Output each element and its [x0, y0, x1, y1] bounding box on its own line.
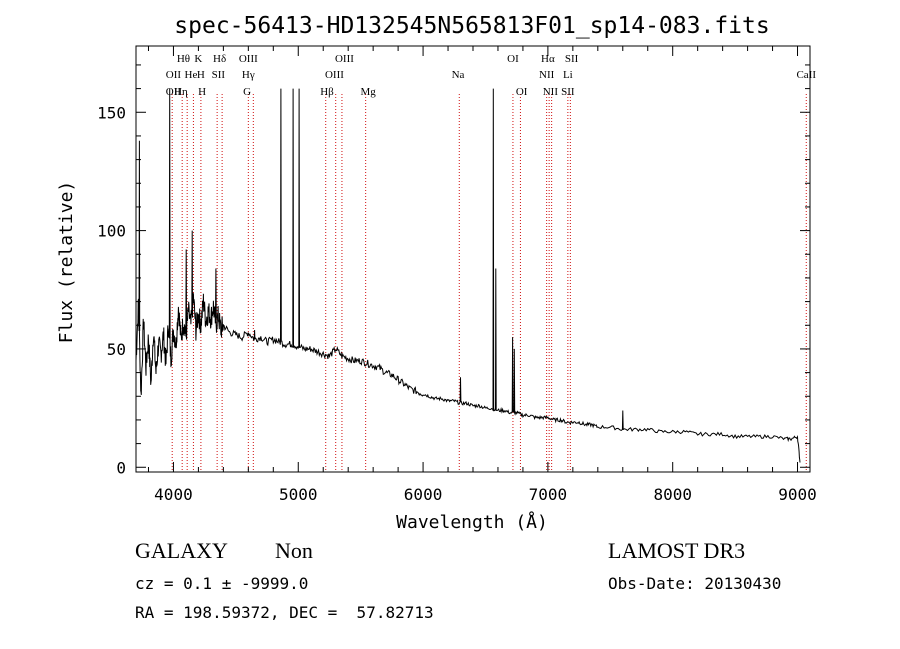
y-tick-label-150: 150 [97, 103, 126, 122]
line-label-17: Na [452, 69, 465, 81]
chart-title: spec-56413-HD132545N565813F01_sp14-083.f… [174, 13, 769, 39]
plot-frame [135, 45, 811, 473]
line-label-20: Hα [541, 53, 555, 65]
line-label-8: Hδ [213, 53, 226, 65]
line-label-14: OIII [325, 69, 344, 81]
line-label-18: OI [507, 53, 519, 65]
x-axis-label: Wavelength (Å) [396, 511, 548, 533]
line-label-22: NII [543, 86, 559, 98]
x-tick-label-9000: 9000 [778, 485, 817, 504]
line-label-25: SII [561, 86, 575, 98]
line-label-12: G [243, 86, 251, 98]
line-label-0: OII [166, 69, 182, 81]
line-label-11: Hγ [242, 69, 255, 81]
line-label-2: Hθ [177, 53, 190, 65]
x-axis-ticks: 4000 5000 6000 7000 8000 9000 [147, 46, 817, 504]
object-subclass: Non [275, 538, 313, 563]
redshift-cz: cz = 0.1 ± -9999.0 [135, 574, 309, 593]
x-tick-label-8000: 8000 [653, 485, 692, 504]
sky-coordinates: RA = 198.59372, DEC = 57.82713 [135, 603, 434, 622]
spectrum-series [135, 88, 801, 463]
x-tick-label-5000: 5000 [279, 485, 318, 504]
line-label-5: K [194, 53, 202, 65]
observation-date: Obs-Date: 20130430 [608, 574, 782, 593]
line-label-6: H [197, 69, 205, 81]
line-label-15: OIII [335, 53, 354, 65]
line-label-13: Hβ [320, 86, 334, 98]
x-tick-label-7000: 7000 [529, 485, 568, 504]
line-label-4: He [185, 69, 198, 81]
line-label-3: Hη [174, 86, 188, 98]
y-tick-label-50: 50 [107, 340, 126, 359]
line-label-19: OI [516, 86, 528, 98]
line-label-7: H [198, 86, 206, 98]
line-label-9: SII [212, 69, 226, 81]
line-label-26: CaII [796, 69, 816, 81]
survey-name: LAMOST DR3 [608, 538, 746, 563]
plot-border [135, 45, 811, 473]
x-tick-label-4000: 4000 [154, 485, 193, 504]
line-label-21: NII [539, 69, 555, 81]
x-tick-label-6000: 6000 [404, 485, 443, 504]
y-tick-label-100: 100 [97, 222, 126, 241]
y-axis-label: Flux (relative) [56, 181, 77, 344]
object-class: GALAXY [135, 538, 228, 563]
line-label-24: Li [563, 69, 573, 81]
line-label-10: OIII [239, 53, 258, 65]
spectrum-line [135, 88, 801, 463]
line-marker-group [171, 94, 807, 472]
line-label-23: SII [565, 53, 579, 65]
y-axis-ticks: 0 50 100 150 [97, 64, 810, 477]
line-label-16: Mg [361, 86, 377, 98]
y-tick-label-0: 0 [116, 458, 126, 477]
